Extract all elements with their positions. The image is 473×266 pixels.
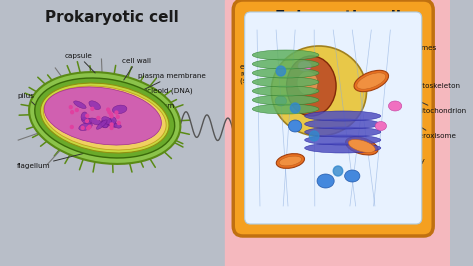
Circle shape (290, 103, 300, 113)
Ellipse shape (346, 137, 378, 155)
Ellipse shape (102, 117, 112, 124)
Ellipse shape (357, 73, 386, 89)
Bar (225, 0, 450, 266)
Circle shape (70, 111, 74, 114)
Ellipse shape (100, 122, 109, 128)
Text: nucleoid (DNA): nucleoid (DNA) (138, 88, 193, 108)
Ellipse shape (279, 156, 302, 166)
Ellipse shape (388, 101, 402, 111)
Ellipse shape (252, 86, 319, 96)
Circle shape (309, 131, 319, 141)
Ellipse shape (252, 77, 319, 87)
Text: plasma
membrane: plasma membrane (247, 169, 289, 182)
Ellipse shape (96, 120, 107, 129)
Circle shape (70, 106, 72, 109)
Text: cytoplasm: cytoplasm (133, 103, 175, 123)
Ellipse shape (305, 143, 381, 153)
Text: flagellum: flagellum (17, 136, 152, 169)
Ellipse shape (272, 46, 367, 136)
Circle shape (110, 113, 113, 116)
Ellipse shape (354, 70, 388, 92)
Ellipse shape (317, 174, 334, 188)
Text: peroxisome: peroxisome (395, 111, 456, 139)
Text: mitochondrion: mitochondrion (376, 81, 466, 114)
Ellipse shape (252, 68, 319, 78)
Text: cell wall: cell wall (122, 58, 151, 80)
Text: nucleolus: nucleolus (288, 38, 322, 83)
Circle shape (110, 126, 113, 130)
Ellipse shape (101, 120, 108, 128)
Ellipse shape (252, 95, 319, 105)
Bar (0, 0, 225, 266)
Text: capsule: capsule (65, 53, 95, 73)
Circle shape (87, 127, 89, 130)
Ellipse shape (41, 83, 169, 153)
Ellipse shape (276, 154, 305, 168)
Text: Prokaryotic cell: Prokaryotic cell (45, 10, 179, 25)
Circle shape (97, 117, 100, 119)
Circle shape (70, 126, 73, 128)
Circle shape (86, 119, 88, 122)
Circle shape (91, 107, 94, 110)
Ellipse shape (297, 71, 318, 95)
Ellipse shape (81, 112, 88, 120)
Ellipse shape (305, 111, 381, 121)
Circle shape (110, 115, 113, 118)
Ellipse shape (275, 96, 287, 106)
Text: cytoskeleton: cytoskeleton (400, 83, 460, 98)
Ellipse shape (345, 170, 360, 182)
Circle shape (276, 66, 286, 76)
Text: endoplasmic
reticulum
(smooth & rough): endoplasmic reticulum (smooth & rough) (240, 64, 304, 101)
Ellipse shape (349, 139, 375, 152)
Ellipse shape (252, 50, 319, 60)
Text: cytosol: cytosol (362, 31, 392, 53)
Circle shape (81, 126, 84, 129)
Ellipse shape (252, 104, 319, 114)
Circle shape (107, 108, 110, 111)
Text: ribosomes: ribosomes (390, 45, 437, 68)
Ellipse shape (44, 87, 161, 145)
Text: plasma membrane: plasma membrane (138, 73, 206, 91)
Text: ribosomes: ribosomes (113, 136, 150, 149)
Circle shape (116, 115, 119, 118)
Ellipse shape (89, 101, 101, 110)
Circle shape (108, 111, 111, 114)
Ellipse shape (29, 72, 180, 164)
Ellipse shape (287, 56, 336, 116)
Circle shape (115, 111, 118, 114)
Circle shape (88, 125, 91, 128)
FancyBboxPatch shape (245, 12, 422, 224)
Ellipse shape (74, 101, 86, 109)
Text: nucleus: nucleus (324, 31, 352, 49)
Text: lysosome: lysosome (321, 178, 355, 197)
Text: pilus: pilus (17, 93, 38, 108)
Ellipse shape (289, 120, 302, 132)
Ellipse shape (81, 117, 92, 124)
Ellipse shape (375, 122, 386, 131)
Circle shape (117, 122, 120, 124)
Circle shape (110, 123, 113, 126)
Ellipse shape (305, 119, 381, 129)
Ellipse shape (44, 86, 166, 150)
Ellipse shape (89, 118, 102, 125)
Ellipse shape (298, 61, 311, 71)
Ellipse shape (107, 119, 117, 127)
Ellipse shape (113, 105, 127, 114)
Ellipse shape (79, 123, 92, 131)
Ellipse shape (305, 127, 381, 137)
Ellipse shape (35, 78, 175, 158)
Ellipse shape (110, 117, 116, 124)
Circle shape (333, 166, 343, 176)
Ellipse shape (305, 135, 381, 145)
Text: Eukaryotic cell: Eukaryotic cell (275, 10, 401, 25)
Circle shape (75, 109, 78, 111)
Ellipse shape (114, 124, 122, 128)
Text: Golgi body: Golgi body (357, 144, 424, 164)
Ellipse shape (252, 59, 319, 69)
Circle shape (86, 114, 88, 117)
FancyBboxPatch shape (233, 0, 433, 236)
